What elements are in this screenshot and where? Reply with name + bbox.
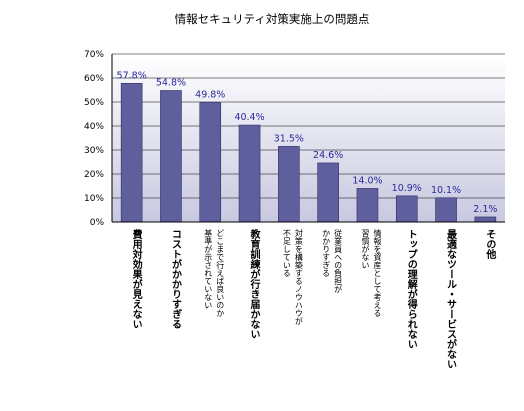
x-category-label-line: 教育訓練が行き届かない [248,228,261,339]
x-category-label: コストがかかりすぎる [169,229,181,329]
y-tick-label: 20% [84,170,104,180]
bar [278,146,300,223]
bar [120,82,143,223]
y-tick-label: 60% [84,74,104,84]
data-label: 14.0% [352,175,382,186]
bar [238,124,261,223]
x-category-label-line: 最適なツール・サービスがない [445,229,457,369]
y-tick-label: 70% [84,50,104,60]
y-tick-label: 40% [84,122,104,132]
x-category-label-line: 不足している [282,229,291,277]
x-category-label-line: コストがかかりすぎる [169,229,181,329]
x-category-label-line: かかりすぎる [322,229,331,277]
y-tick-label: 30% [84,146,104,156]
data-label: 54.8% [156,77,186,88]
bar [395,195,418,223]
bar [356,188,379,223]
x-category-label-line: 従業員への負担が [334,228,343,293]
data-label: 57.8% [117,70,147,81]
x-category-label: その他 [484,229,497,260]
x-category-label-line: 対策を構築するノウハウが [294,228,303,325]
data-label: 2.1% [473,204,497,215]
bar [474,216,497,223]
x-axis-category-labels: 費用対効果が見えない コストがかかりすぎる どこまで行えば良いのか基準が示されていな… [130,228,497,369]
bar [317,162,339,223]
data-labels: 57.8% 54.8% 49.8% 40.4% 31.5% 24.6% 14.0% 10.9%… [117,70,498,215]
x-category-label-line: 基準が示されていない [204,228,213,309]
y-tick-label: 50% [84,98,104,108]
chart-title: 情報セキュリティ対策実施上の問題点 [175,12,370,26]
x-category-label: 教育訓練が行き届かない [248,228,261,339]
x-category-label-line: 習慣がない [361,229,370,269]
data-label: 31.5% [274,133,304,144]
x-category-label: トップの理解が得られない [405,229,418,349]
x-category-label-line: その他 [484,229,497,260]
data-label: 10.9% [392,183,422,194]
y-axis-tick-labels: 0% 10% 20% 30% 40% 50% 60% 70% [84,50,104,228]
data-label: 24.6% [313,150,343,161]
x-category-label-line: 情報を資産として考える [373,228,382,317]
bar [435,197,457,223]
y-tick-label: 10% [84,194,104,204]
bar [160,90,182,223]
bar [199,102,222,223]
x-category-label-line: トップの理解が得られない [405,229,418,349]
bars [120,82,497,223]
x-category-label-line: 費用対効果が見えない [130,228,143,329]
y-tick-label: 0% [90,218,105,228]
data-label: 10.1% [431,185,461,196]
data-label: 49.8% [195,89,225,100]
data-label: 40.4% [234,112,264,123]
x-category-label: 最適なツール・サービスがない [445,229,457,369]
x-category-label-line: どこまで行えば良いのか [216,229,225,317]
x-category-label: 費用対効果が見えない [130,228,143,329]
